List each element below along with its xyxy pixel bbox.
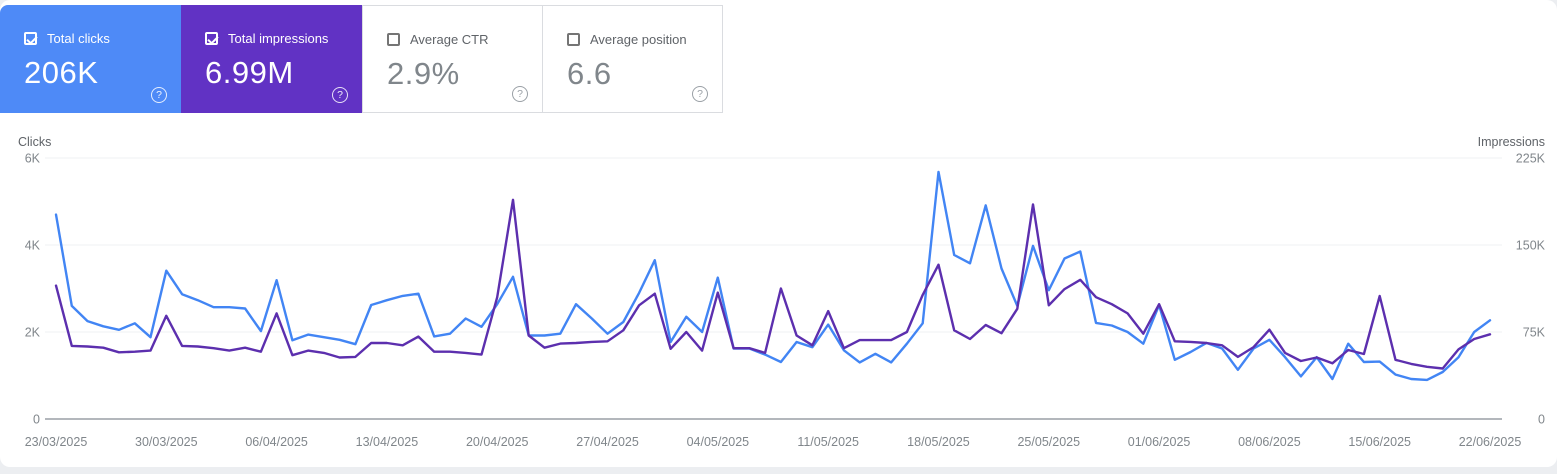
x-axis-date-label: 22/06/2025 — [1459, 435, 1522, 449]
total-clicks-value: 206K — [24, 55, 99, 90]
left-axis-tick: 4K — [25, 239, 41, 253]
average-ctr-checkbox[interactable] — [387, 33, 400, 46]
x-axis-date-label: 23/03/2025 — [25, 435, 88, 449]
right-axis-tick: 225K — [1516, 152, 1546, 166]
left-axis-tick: 0 — [33, 413, 40, 427]
total-impressions-card[interactable]: Total impressions 6.99M — [181, 5, 362, 113]
total-impressions-value: 6.99M — [205, 55, 294, 90]
average-ctr-label: Average CTR — [410, 32, 489, 47]
impressions-line — [54, 198, 1492, 370]
x-axis-date-label: 27/04/2025 — [576, 435, 639, 449]
x-axis-date-label: 25/05/2025 — [1017, 435, 1080, 449]
average-position-value: 6.6 — [567, 56, 612, 91]
x-axis-date-label: 06/04/2025 — [245, 435, 308, 449]
left-axis-tick: 6K — [25, 152, 41, 166]
right-axis-tick: 150K — [1516, 239, 1546, 253]
right-axis-tick: 75K — [1523, 326, 1546, 340]
average-position-label: Average position — [590, 32, 687, 47]
average-ctr-card[interactable]: Average CTR 2.9% — [362, 5, 543, 113]
x-axis-date-label: 20/04/2025 — [466, 435, 529, 449]
x-axis-date-label: 18/05/2025 — [907, 435, 970, 449]
average-position-checkbox[interactable] — [567, 33, 580, 46]
help-icon[interactable] — [512, 86, 528, 102]
total-clicks-card[interactable]: Total clicks 206K — [0, 5, 181, 113]
x-axis-date-label: 04/05/2025 — [687, 435, 750, 449]
total-clicks-checkbox[interactable] — [24, 32, 37, 45]
x-axis-date-label: 01/06/2025 — [1128, 435, 1191, 449]
help-icon[interactable] — [151, 87, 167, 103]
total-impressions-label: Total impressions — [228, 31, 329, 46]
right-axis-tick: 0 — [1538, 413, 1545, 427]
average-ctr-value: 2.9% — [387, 56, 460, 91]
x-axis-date-label: 08/06/2025 — [1238, 435, 1301, 449]
x-axis-date-label: 15/06/2025 — [1348, 435, 1411, 449]
x-axis-date-label: 13/04/2025 — [356, 435, 419, 449]
total-clicks-label: Total clicks — [47, 31, 110, 46]
x-axis-date-label: 11/05/2025 — [797, 435, 859, 449]
left-axis-tick: 2K — [25, 326, 41, 340]
right-axis-title: Impressions — [1477, 135, 1545, 149]
metric-cards-row: Total clicks 206K Total impressions 6.99… — [0, 5, 723, 113]
total-impressions-checkbox[interactable] — [205, 32, 218, 45]
average-position-card[interactable]: Average position 6.6 — [542, 5, 723, 113]
left-axis-title: Clicks — [18, 135, 52, 149]
clicks-line — [54, 170, 1492, 382]
help-icon[interactable] — [692, 86, 708, 102]
help-icon[interactable] — [332, 87, 348, 103]
x-axis-date-label: 30/03/2025 — [135, 435, 198, 449]
